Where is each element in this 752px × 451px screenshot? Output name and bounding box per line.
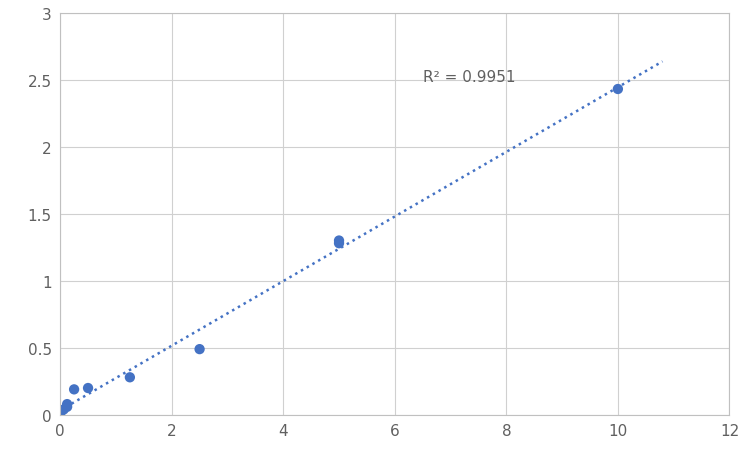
Point [333, 240, 345, 247]
Point [58, 406, 70, 413]
Point [333, 237, 345, 244]
Text: R² = 0.9951: R² = 0.9951 [423, 70, 515, 85]
Point [124, 374, 136, 381]
Point [612, 86, 624, 93]
Point [61, 403, 73, 410]
Point [68, 386, 80, 393]
Point [54, 411, 66, 419]
Point [61, 400, 73, 408]
Point [193, 346, 205, 353]
Point [82, 385, 94, 392]
